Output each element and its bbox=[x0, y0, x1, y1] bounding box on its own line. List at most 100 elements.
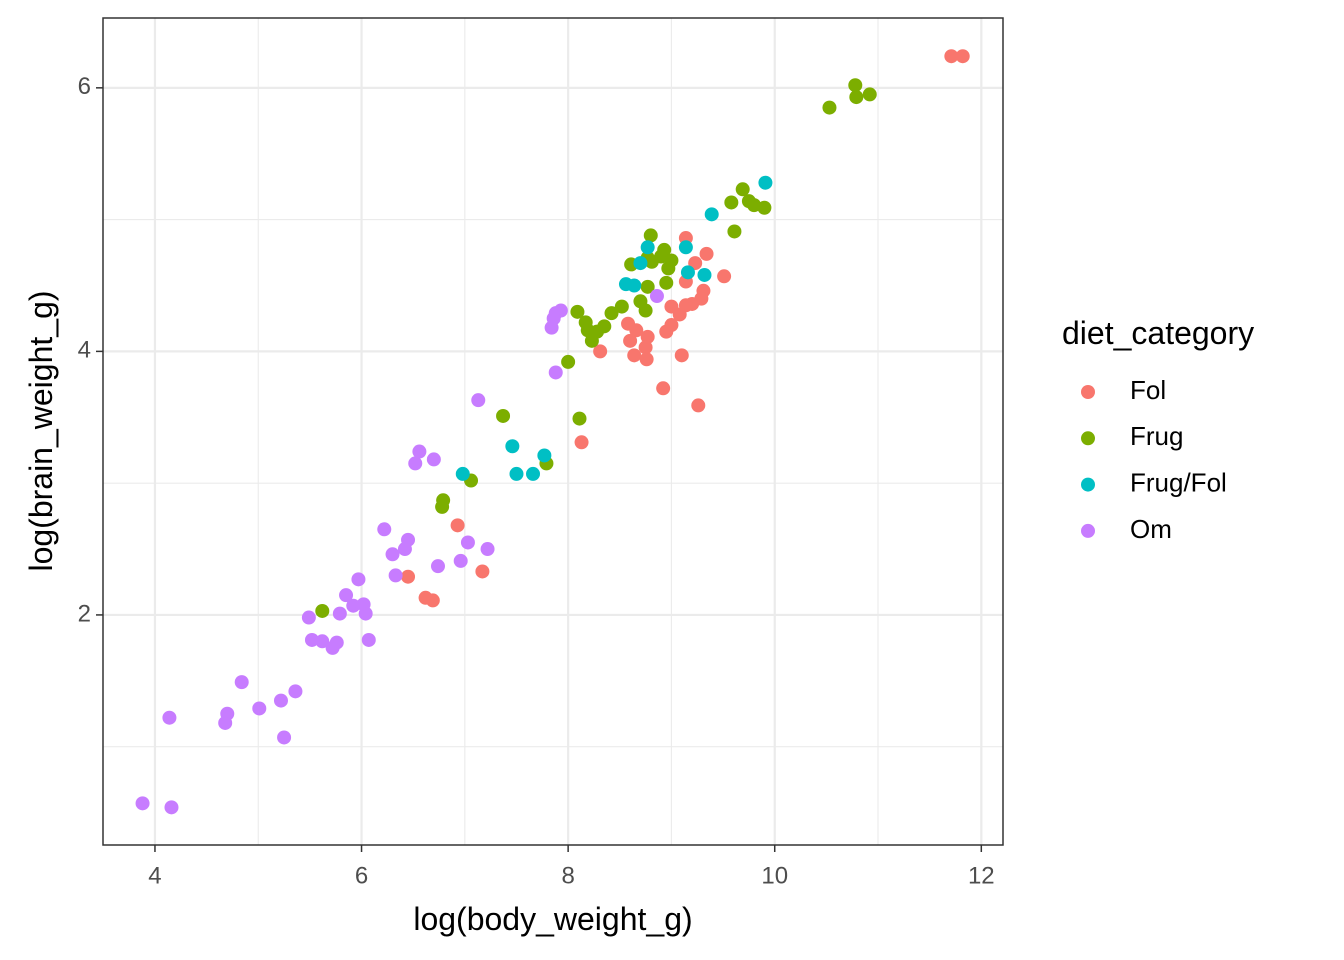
point bbox=[537, 448, 552, 463]
legend-label: Frug/Fol bbox=[1130, 467, 1227, 497]
point bbox=[691, 398, 706, 413]
y-tick-label: 6 bbox=[78, 73, 91, 100]
axes: 4 6 8 10 12 2 4 6 bbox=[78, 73, 995, 889]
point bbox=[408, 456, 423, 471]
point bbox=[377, 522, 392, 537]
legend-label: Fol bbox=[1130, 375, 1166, 405]
legend-marker bbox=[1081, 431, 1095, 446]
x-axis-title: log(body_weight_g) bbox=[413, 901, 692, 937]
point bbox=[584, 333, 599, 348]
point bbox=[944, 49, 959, 64]
point bbox=[699, 246, 714, 261]
point bbox=[572, 411, 587, 426]
point bbox=[301, 610, 316, 625]
point bbox=[526, 466, 541, 481]
point bbox=[162, 710, 177, 725]
point bbox=[735, 182, 750, 197]
point bbox=[273, 693, 288, 708]
point bbox=[401, 569, 416, 584]
point bbox=[435, 499, 450, 514]
point bbox=[315, 634, 330, 649]
point bbox=[450, 518, 465, 533]
legend-title: diet_category bbox=[1062, 315, 1254, 351]
point bbox=[277, 730, 292, 745]
point bbox=[304, 632, 319, 647]
point bbox=[822, 100, 837, 115]
point bbox=[627, 348, 642, 363]
legend-marker bbox=[1081, 523, 1095, 538]
point bbox=[397, 542, 412, 557]
x-tick-label: 8 bbox=[561, 862, 574, 889]
grid bbox=[103, 18, 1003, 845]
point bbox=[412, 444, 427, 459]
point bbox=[332, 606, 347, 621]
point bbox=[593, 344, 608, 359]
point bbox=[724, 195, 739, 210]
point bbox=[358, 606, 373, 621]
point bbox=[640, 329, 655, 344]
point bbox=[704, 207, 719, 222]
point bbox=[475, 564, 490, 579]
point bbox=[849, 90, 864, 105]
point bbox=[471, 393, 486, 408]
point bbox=[460, 535, 475, 550]
point bbox=[164, 800, 179, 815]
point bbox=[644, 254, 659, 269]
point bbox=[548, 365, 563, 380]
point bbox=[315, 603, 330, 618]
y-axis-title: log(brain_weight_g) bbox=[23, 290, 59, 571]
x-tick-label: 6 bbox=[355, 862, 368, 889]
point bbox=[570, 304, 585, 319]
point bbox=[697, 267, 712, 282]
point bbox=[453, 553, 468, 568]
legend-marker bbox=[1081, 385, 1095, 399]
point bbox=[638, 303, 653, 318]
point bbox=[614, 299, 629, 314]
point bbox=[955, 49, 970, 64]
point bbox=[351, 572, 366, 587]
point bbox=[862, 87, 877, 102]
legend-label: Frug bbox=[1130, 421, 1183, 451]
point bbox=[640, 240, 655, 255]
point bbox=[234, 675, 249, 690]
point bbox=[623, 333, 638, 348]
point bbox=[659, 275, 674, 290]
point bbox=[426, 452, 441, 467]
point bbox=[135, 796, 150, 811]
point bbox=[629, 323, 644, 338]
point bbox=[633, 256, 648, 271]
point bbox=[656, 381, 671, 396]
point bbox=[346, 598, 361, 613]
point bbox=[505, 439, 520, 454]
point bbox=[288, 684, 303, 699]
point bbox=[218, 715, 233, 730]
point bbox=[561, 354, 576, 369]
legend: Fol Frug Frug/Fol Om bbox=[1081, 375, 1227, 544]
point bbox=[638, 340, 653, 355]
legend-label: Om bbox=[1130, 514, 1172, 544]
point bbox=[430, 559, 445, 574]
point bbox=[848, 78, 863, 93]
point bbox=[661, 261, 676, 276]
point bbox=[388, 568, 403, 583]
point bbox=[480, 542, 495, 557]
legend-marker bbox=[1081, 477, 1095, 492]
x-tick-label: 12 bbox=[968, 862, 995, 889]
point bbox=[640, 279, 655, 294]
point bbox=[574, 435, 589, 450]
point bbox=[455, 466, 470, 481]
point bbox=[325, 640, 340, 655]
point bbox=[627, 278, 642, 293]
point bbox=[717, 269, 732, 284]
panel-border bbox=[102, 17, 1004, 846]
point bbox=[425, 593, 440, 608]
point bbox=[727, 224, 742, 239]
point bbox=[649, 289, 664, 304]
y-tick-label: 2 bbox=[78, 600, 91, 627]
point bbox=[252, 701, 267, 716]
point bbox=[659, 324, 674, 339]
point bbox=[361, 632, 376, 647]
point bbox=[757, 200, 772, 215]
point bbox=[385, 547, 400, 562]
